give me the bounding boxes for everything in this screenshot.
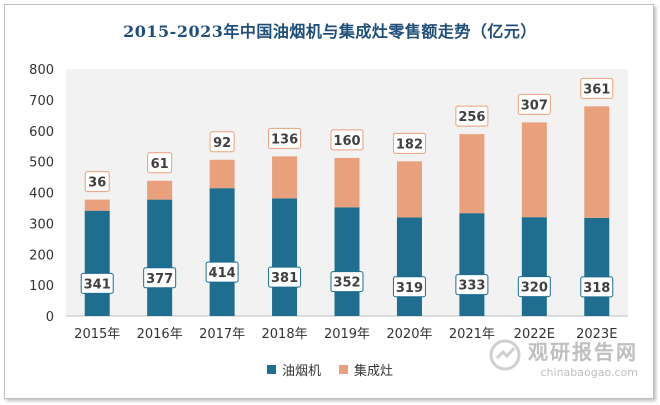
legend-swatch-range-hood: [266, 365, 276, 374]
bar-integrated-stove: [584, 106, 610, 218]
data-label-integrated-stove: 256: [458, 110, 485, 125]
bar-range-hood: [459, 213, 485, 316]
data-label-box-integrated-stove: [392, 132, 426, 154]
data-label-range-hood: 319: [396, 281, 423, 296]
x-tick-label: 2022E: [514, 327, 555, 342]
data-label-range-hood: 333: [458, 279, 485, 294]
legend-item-integrated-stove: 集成灶: [339, 360, 393, 379]
data-label-integrated-stove: 136: [271, 132, 298, 147]
legend-item-range-hood: 油烟机: [266, 360, 321, 379]
x-tick-label: 2017年: [199, 327, 245, 342]
legend-label-range-hood: 油烟机: [281, 364, 321, 379]
data-label-range-hood: 381: [271, 271, 298, 286]
data-label-range-hood: 414: [209, 266, 236, 281]
data-label-box-integrated-stove: [580, 77, 614, 99]
bar-integrated-stove: [209, 159, 235, 189]
bar-integrated-stove: [147, 180, 173, 200]
y-tick-label: 500: [29, 156, 54, 171]
data-label-integrated-stove: 36: [88, 176, 106, 191]
bar-range-hood: [584, 217, 610, 316]
bar-integrated-stove: [272, 156, 298, 199]
bar-integrated-stove: [396, 161, 422, 218]
data-label-box-integrated-stove: [330, 129, 364, 151]
data-label-integrated-stove: 61: [151, 157, 169, 172]
x-tick-label: 2023E: [576, 327, 617, 342]
bar-integrated-stove: [521, 122, 547, 218]
bar-range-hood: [272, 198, 298, 316]
data-label-box-integrated-stove: [268, 127, 302, 149]
y-tick-label: 400: [29, 187, 54, 202]
data-label-integrated-stove: 92: [213, 136, 231, 151]
data-label-box-integrated-stove: [517, 93, 551, 115]
legend-swatch-integrated-stove: [339, 365, 348, 374]
data-label-box-range-hood: [455, 274, 489, 296]
y-tick-label: 800: [29, 63, 54, 78]
bar-range-hood: [84, 210, 110, 316]
bar-integrated-stove: [334, 157, 360, 208]
bar-integrated-stove: [459, 134, 485, 214]
y-tick-label: 0: [46, 310, 54, 325]
data-label-box-range-hood: [392, 276, 426, 298]
x-tick-label: 2018年: [262, 327, 308, 342]
data-label-range-hood: 377: [146, 272, 173, 287]
data-label-box-integrated-stove: [209, 131, 235, 153]
y-tick-label: 700: [29, 94, 54, 109]
bar-range-hood: [334, 207, 360, 316]
data-label-box-range-hood: [80, 272, 114, 294]
data-label-integrated-stove: 160: [333, 134, 360, 149]
watermark-url: chinabaogao.com: [540, 366, 639, 379]
x-tick-label: 2020年: [386, 327, 432, 342]
data-label-box-range-hood: [517, 276, 551, 298]
bar-range-hood: [209, 188, 235, 316]
bar-integrated-stove: [84, 199, 110, 211]
legend-label-integrated-stove: 集成灶: [354, 364, 394, 379]
chart-title: 2015-2023年中国油烟机与集成灶零售额走势（亿元）: [123, 22, 537, 41]
data-label-box-range-hood: [580, 276, 614, 298]
watermark: 观研报告网 chinabaogao.com: [489, 336, 639, 379]
data-label-box-range-hood: [143, 267, 177, 289]
data-label-box-integrated-stove: [147, 152, 173, 174]
data-label-box-integrated-stove: [84, 171, 110, 193]
data-label-integrated-stove: 361: [583, 82, 610, 97]
data-label-integrated-stove: 307: [521, 98, 548, 113]
data-label-range-hood: 318: [583, 281, 610, 296]
data-label-box-range-hood: [205, 261, 239, 283]
data-label-box-range-hood: [330, 271, 364, 293]
y-tick-label: 300: [29, 217, 54, 232]
watermark-logo-icon: [489, 339, 521, 371]
watermark-brand: 观研报告网: [528, 340, 638, 364]
data-label-range-hood: 341: [84, 277, 111, 292]
data-label-integrated-stove: 182: [396, 137, 423, 152]
x-tick-label: 2021年: [449, 327, 495, 342]
bar-range-hood: [521, 217, 547, 316]
x-tick-label: 2016年: [137, 327, 183, 342]
bar-range-hood: [396, 217, 422, 316]
x-tick-label: 2015年: [74, 327, 120, 342]
data-label-box-integrated-stove: [455, 105, 489, 127]
y-tick-label: 100: [29, 279, 54, 294]
bar-range-hood: [147, 199, 173, 316]
legend: 油烟机 集成灶: [0, 360, 660, 379]
y-tick-label: 200: [29, 248, 54, 263]
y-tick-label: 600: [29, 125, 54, 140]
data-label-range-hood: 320: [521, 281, 548, 296]
data-label-box-range-hood: [268, 266, 302, 288]
x-tick-label: 2019年: [324, 327, 370, 342]
data-label-range-hood: 352: [333, 276, 360, 291]
